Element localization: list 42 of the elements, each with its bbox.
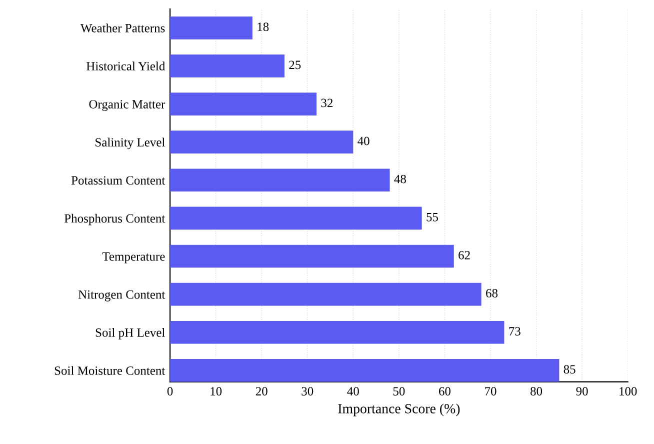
- data-label: 32: [321, 98, 333, 108]
- data-label: 18: [258, 22, 269, 32]
- x-tick-label: 30: [302, 387, 314, 396]
- y-tick-label: Organic Matter: [89, 100, 166, 112]
- x-tick-label: 90: [576, 387, 588, 396]
- bar: [170, 92, 317, 116]
- bar: [170, 359, 560, 382]
- x-tick-label: 40: [347, 387, 359, 396]
- bar: [170, 16, 252, 40]
- x-tick-label: 70: [485, 387, 496, 396]
- x-tick-label: 100: [620, 387, 637, 396]
- data-label: 55: [426, 213, 438, 222]
- bar: [170, 206, 422, 230]
- data-label: 48: [394, 174, 406, 184]
- bar: [170, 54, 284, 78]
- bar: [170, 320, 504, 344]
- y-tick-label: Salinity Level: [96, 138, 165, 150]
- data-label: 85: [564, 365, 576, 374]
- y-tick-label: Temperature: [102, 252, 165, 264]
- x-tick-label: 80: [530, 387, 542, 396]
- x-tick-label: 10: [210, 387, 222, 396]
- y-tick-label: Soil Moisture Content: [54, 366, 166, 375]
- data-label: 68: [486, 289, 498, 298]
- x-axis-title: Importance Score (%): [338, 404, 460, 416]
- x-tick-label: 50: [393, 387, 405, 396]
- y-tick-label: Soil pH Level: [96, 328, 165, 340]
- y-tick-label: Historical Yield: [86, 62, 166, 70]
- y-tick-label: Nitrogen Content: [78, 290, 166, 302]
- data-label: 73: [509, 327, 520, 336]
- x-tick-label: 60: [439, 387, 450, 396]
- x-tick-label: 20: [256, 387, 268, 396]
- bar: [170, 282, 482, 306]
- data-label: 62: [458, 250, 470, 260]
- x-tick-label: 0: [167, 387, 173, 396]
- data-label: 25: [289, 60, 301, 70]
- y-tick-label: Weather Patterns: [80, 24, 165, 32]
- bar: [170, 130, 354, 154]
- data-label: 40: [358, 136, 370, 146]
- y-tick-label: Phosphorus Content: [64, 214, 166, 226]
- bar: [170, 244, 454, 268]
- bar: [170, 168, 390, 192]
- y-tick-label: Potassium Content: [71, 176, 166, 185]
